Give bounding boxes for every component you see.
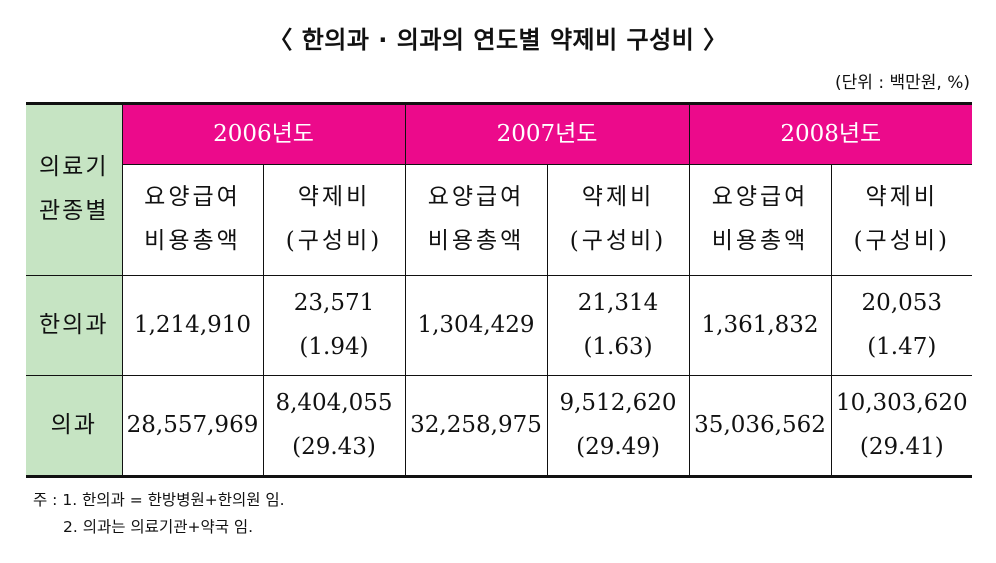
- total-cost-header-line-2: 비용총액: [427, 228, 525, 254]
- drug-cost-value: 8,404,055: [275, 389, 393, 416]
- drug-cost-header-line-2: (구성비): [569, 228, 667, 254]
- drug-cost-cell: 9,512,620 (29.49): [546, 375, 690, 477]
- drug-cost-header-line-2: (구성비): [853, 228, 950, 254]
- drug-cost-cell: 21,314 (1.63): [546, 275, 690, 376]
- drug-cost-value: 20,053: [861, 289, 943, 316]
- drug-cost-value: 23,571: [293, 289, 375, 316]
- row-label: 한의과: [26, 275, 123, 376]
- row-header-line-1: 의료기: [39, 154, 109, 181]
- drug-cost-cell: 10,303,620 (29.41): [830, 375, 973, 477]
- year-header-2008: 2008년도: [688, 103, 973, 165]
- total-cost-cell: 32,258,975: [404, 375, 548, 477]
- year-header-row: 의료기 관종별 2006년도 2007년도 2008년도: [26, 103, 973, 276]
- total-cost-header-line-1: 요양급여: [711, 184, 809, 211]
- table-row-korean-medicine: 한의과 1,214,910 23,571 (1.94) 1,304,429 21…: [26, 275, 973, 376]
- total-cost-header-line-1: 요양급여: [427, 184, 525, 211]
- row-label: 의과: [26, 375, 123, 477]
- total-cost-header-line-2: 비용총액: [144, 228, 241, 254]
- drug-cost-value: 10,303,620: [835, 389, 968, 416]
- drug-cost-header-line-1: 약제비: [865, 184, 939, 211]
- footnotes: 주 : 1. 한의과 = 한방병원+한의원 임. 2. 의과는 의료기관+약국 …: [33, 487, 285, 541]
- footnote-1: 주 : 1. 한의과 = 한방병원+한의원 임.: [33, 491, 285, 509]
- total-cost-header-2007: 요양급여 비용총액: [404, 164, 548, 276]
- drug-cost-value: 21,314: [577, 289, 659, 316]
- ratio-value: (1.63): [583, 333, 653, 360]
- year-header-2007: 2007년도: [404, 103, 690, 165]
- drug-cost-value: 9,512,620: [559, 389, 677, 416]
- table-row-western-medicine: 의과 28,557,969 8,404,055 (29.43) 32,258,9…: [26, 375, 973, 477]
- total-cost-header-2008: 요양급여 비용총액: [688, 164, 832, 276]
- footnote-2: 2. 의과는 의료기관+약국 임.: [63, 518, 254, 536]
- total-cost-header-2006: 요양급여 비용총액: [122, 164, 264, 276]
- ratio-value: (1.47): [867, 333, 937, 360]
- page-title: 〈 한의과 · 의과의 연도별 약제비 구성비 〉: [268, 26, 728, 54]
- drug-cost-header-2007: 약제비 (구성비): [546, 164, 690, 276]
- drug-cost-header-line-2: (구성비): [285, 228, 383, 254]
- unit-note: (단위 : 백만원, %): [835, 73, 970, 93]
- row-header-line-2: 관종별: [39, 198, 109, 224]
- total-cost-header-line-2: 비용총액: [711, 228, 809, 254]
- drug-cost-header-2006: 약제비 (구성비): [262, 164, 406, 276]
- total-cost-header-line-1: 요양급여: [144, 184, 241, 211]
- ratio-value: (1.94): [299, 333, 369, 360]
- ratio-value: (29.49): [576, 433, 660, 460]
- ratio-value: (29.41): [859, 433, 944, 460]
- total-cost-cell: 1,361,832: [688, 275, 832, 376]
- drug-cost-header-2008: 약제비 (구성비): [830, 164, 973, 276]
- drug-cost-cell: 8,404,055 (29.43): [262, 375, 406, 477]
- drug-cost-table: 의료기 관종별 2006년도 2007년도 2008년도 요양급여 비용총액 약…: [26, 102, 973, 478]
- total-cost-cell: 1,214,910: [121, 275, 264, 376]
- drug-cost-header-line-1: 약제비: [581, 184, 655, 211]
- total-cost-cell: 28,557,969: [121, 375, 264, 477]
- drug-cost-cell: 23,571 (1.94): [262, 275, 406, 376]
- ratio-value: (29.43): [292, 433, 376, 460]
- drug-cost-cell: 20,053 (1.47): [830, 275, 973, 376]
- total-cost-cell: 35,036,562: [688, 375, 832, 477]
- institution-type-header: 의료기 관종별: [26, 103, 123, 276]
- year-header-2006: 2006년도: [121, 103, 406, 165]
- drug-cost-header-line-1: 약제비: [297, 184, 371, 211]
- total-cost-cell: 1,304,429: [404, 275, 548, 376]
- sub-header-row: 요양급여 비용총액 약제비 (구성비) 요양급여 비용총액 약제비 (구성비) …: [26, 164, 973, 276]
